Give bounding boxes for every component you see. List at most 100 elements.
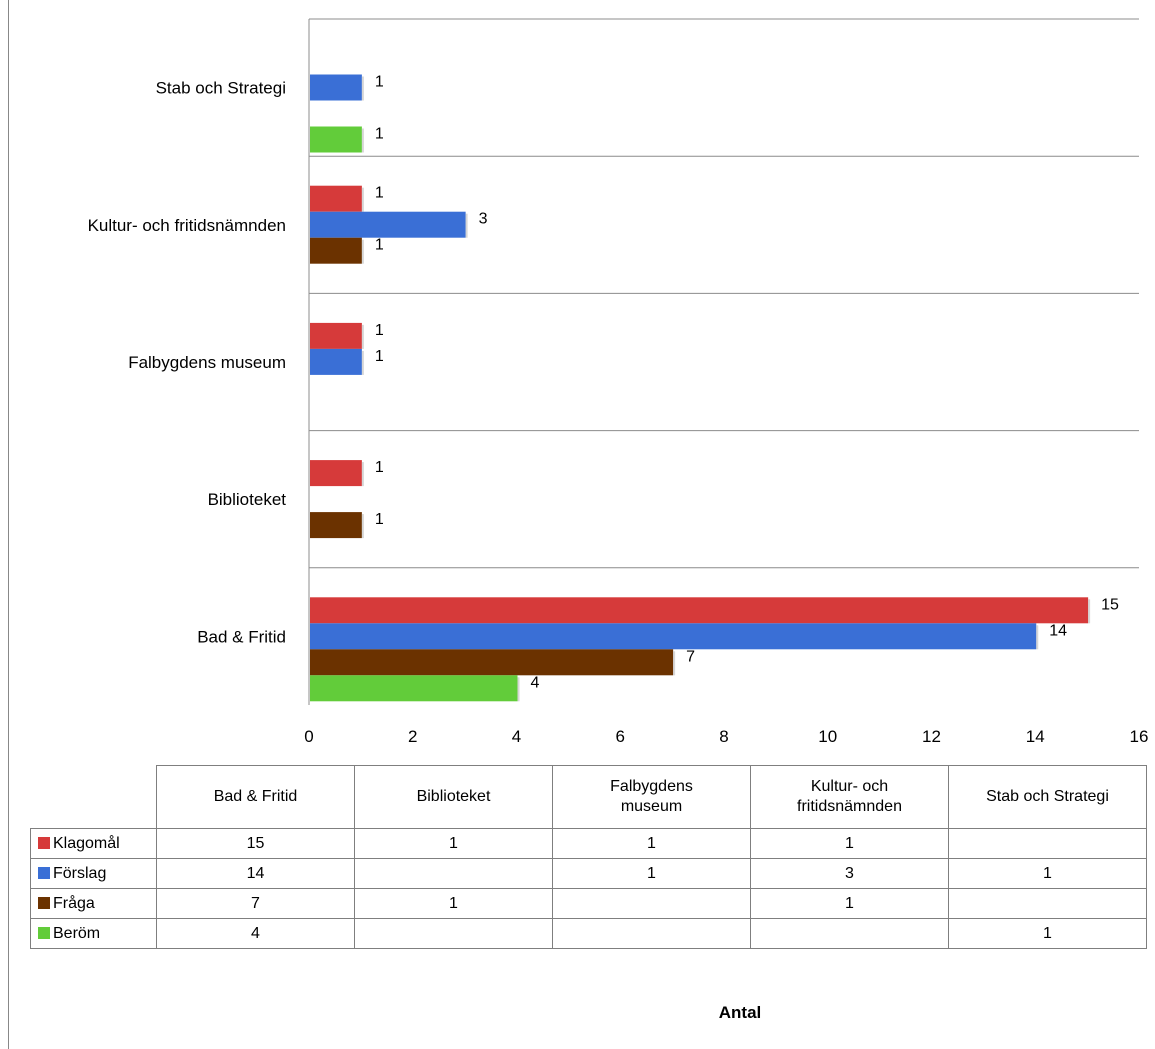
table-cell [354, 918, 553, 949]
data-label: 3 [479, 211, 488, 228]
x-tick-label: 10 [818, 727, 837, 746]
data-label: 1 [375, 185, 384, 202]
table-header-text: Biblioteket [416, 788, 491, 805]
table-header-cell: Bad & Fritid [156, 765, 355, 829]
data-label: 14 [1049, 622, 1067, 639]
table-header-cell: Falbygdens museum [552, 765, 751, 829]
bar [310, 74, 362, 101]
bar [310, 211, 466, 238]
table-cell: 3 [750, 858, 949, 889]
data-label: 1 [375, 511, 384, 528]
table-header-text: Bad & Fritid [213, 788, 298, 805]
table-cell: 1 [948, 858, 1147, 889]
table-row: Fråga 7 1 1 [30, 888, 1147, 919]
legend-row-label: Beröm [30, 918, 157, 949]
bar-shadow [517, 677, 520, 702]
table-row: Beröm 4 1 [30, 918, 1147, 949]
data-label: 1 [375, 74, 384, 91]
legend-label: Fråga [53, 894, 95, 912]
bar-shadow [361, 350, 364, 375]
chart-frame [8, 0, 1155, 1049]
data-label: 1 [375, 322, 384, 339]
bar-shadow [361, 76, 364, 101]
x-tick-label: 2 [408, 727, 417, 746]
data-label: 1 [375, 126, 384, 143]
legend-swatch [38, 866, 50, 879]
bar [310, 675, 518, 702]
table-row: Förslag 14 1 3 1 [30, 858, 1147, 889]
legend-row-label: Klagomål [30, 828, 157, 859]
legend-swatch [38, 836, 50, 849]
category-label: Bad & Fritid [197, 627, 286, 646]
table-cell: 1 [354, 888, 553, 919]
table-header-cell: Stab och Strategi [948, 765, 1147, 829]
table-cell [552, 888, 751, 919]
table-cell: 1 [750, 888, 949, 919]
data-table: Bad & Fritid Biblioteket Falbygdens museu… [30, 765, 1147, 949]
x-tick-label: 8 [719, 727, 728, 746]
x-tick-label: 14 [1026, 727, 1045, 746]
table-cell [948, 828, 1147, 859]
table-cell [552, 918, 751, 949]
table-cell: 14 [156, 858, 355, 889]
table-header-text: Stab och Strategi [986, 788, 1109, 805]
bar-shadow [361, 462, 364, 487]
bar-shadow [361, 187, 364, 212]
table-cell: 7 [156, 888, 355, 919]
bar [310, 649, 674, 676]
legend-row-label: Fråga [30, 888, 157, 919]
table-cell [948, 888, 1147, 919]
data-label: 1 [375, 237, 384, 254]
bar [310, 126, 362, 153]
bar-shadow [361, 128, 364, 153]
legend-label: Beröm [53, 924, 101, 942]
table-cell: 4 [156, 918, 355, 949]
table-header-cell: Kultur- och fritidsnämnden [750, 765, 949, 829]
table-corner [30, 765, 157, 829]
bar-chart: Bad & Fritid151474Biblioteket11Falbygden… [88, 18, 1149, 746]
bar-shadow [1088, 599, 1091, 624]
table-cell: 1 [552, 828, 751, 859]
table-header-text: museum [620, 798, 683, 815]
bar [310, 322, 362, 349]
table-cell: 1 [948, 918, 1147, 949]
table-cell [354, 858, 553, 889]
bar-shadow [361, 239, 364, 264]
bar [310, 348, 362, 375]
table-header-text: Kultur- och [810, 778, 889, 795]
x-axis-title: Antal [718, 1003, 762, 1022]
data-label: 1 [375, 348, 384, 365]
legend-swatch [38, 896, 50, 909]
bar-shadow [673, 651, 676, 676]
data-label: 1 [375, 459, 384, 476]
category-label: Biblioteket [208, 490, 287, 509]
x-tick-label: 4 [512, 727, 521, 746]
bar-shadow [361, 514, 364, 539]
table-row: Klagomål 15 1 1 1 [30, 828, 1147, 859]
table-cell: 1 [354, 828, 553, 859]
category-label: Stab och Strategi [156, 79, 286, 98]
x-tick-label: 6 [616, 727, 625, 746]
bar [310, 623, 1037, 650]
table-header-row: Bad & Fritid Biblioteket Falbygdens museu… [30, 765, 1147, 829]
x-tick-label: 0 [304, 727, 313, 746]
table-cell: 1 [552, 858, 751, 889]
legend-label: Förslag [53, 864, 107, 882]
bar [310, 185, 362, 212]
table-header-text: fritidsnämnden [797, 798, 902, 815]
category-label: Kultur- och fritidsnämnden [88, 216, 286, 235]
legend-swatch [38, 926, 50, 939]
table-header-text: Falbygdens [610, 778, 693, 795]
category-label: Falbygdens museum [128, 353, 286, 372]
x-tick-label: 12 [922, 727, 941, 746]
bar [310, 460, 362, 487]
bar-shadow [361, 324, 364, 349]
table-cell [750, 918, 949, 949]
table-header-cell: Biblioteket [354, 765, 553, 829]
bar [310, 512, 362, 539]
legend-label: Klagomål [53, 834, 120, 852]
x-tick-label: 16 [1130, 727, 1149, 746]
legend-row-label: Förslag [30, 858, 157, 889]
table-cell: 1 [750, 828, 949, 859]
bar [310, 597, 1089, 624]
